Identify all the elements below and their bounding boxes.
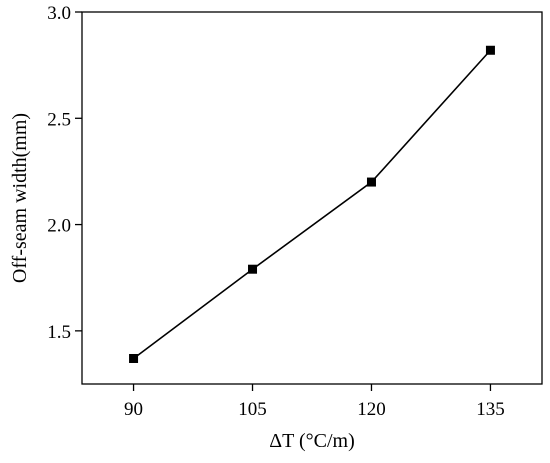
series-line <box>133 49 492 360</box>
x-axis-ticks: 90 105 120 135 <box>124 384 505 420</box>
y-tick-label: 3.0 <box>47 3 71 24</box>
x-tick-label: 90 <box>124 399 143 420</box>
y-axis-title: Off-seam width(mm) <box>9 113 31 283</box>
series-group <box>129 45 495 363</box>
x-tick-label: 135 <box>476 399 505 420</box>
x-tick-label: 120 <box>357 399 386 420</box>
x-axis-title: ΔT (°C/m) <box>269 430 355 452</box>
data-point-marker <box>485 45 495 55</box>
x-tick-label: 105 <box>238 399 267 420</box>
y-tick-label: 2.5 <box>47 109 71 130</box>
y-tick-label: 1.5 <box>47 322 71 343</box>
y-axis-ticks: 1.5 2.0 2.5 3.0 <box>47 3 82 343</box>
plot-frame <box>81 11 543 385</box>
y-tick-label: 2.0 <box>47 216 71 237</box>
data-point-marker <box>366 177 376 187</box>
data-point-marker <box>248 264 258 274</box>
data-point-marker <box>129 353 139 363</box>
